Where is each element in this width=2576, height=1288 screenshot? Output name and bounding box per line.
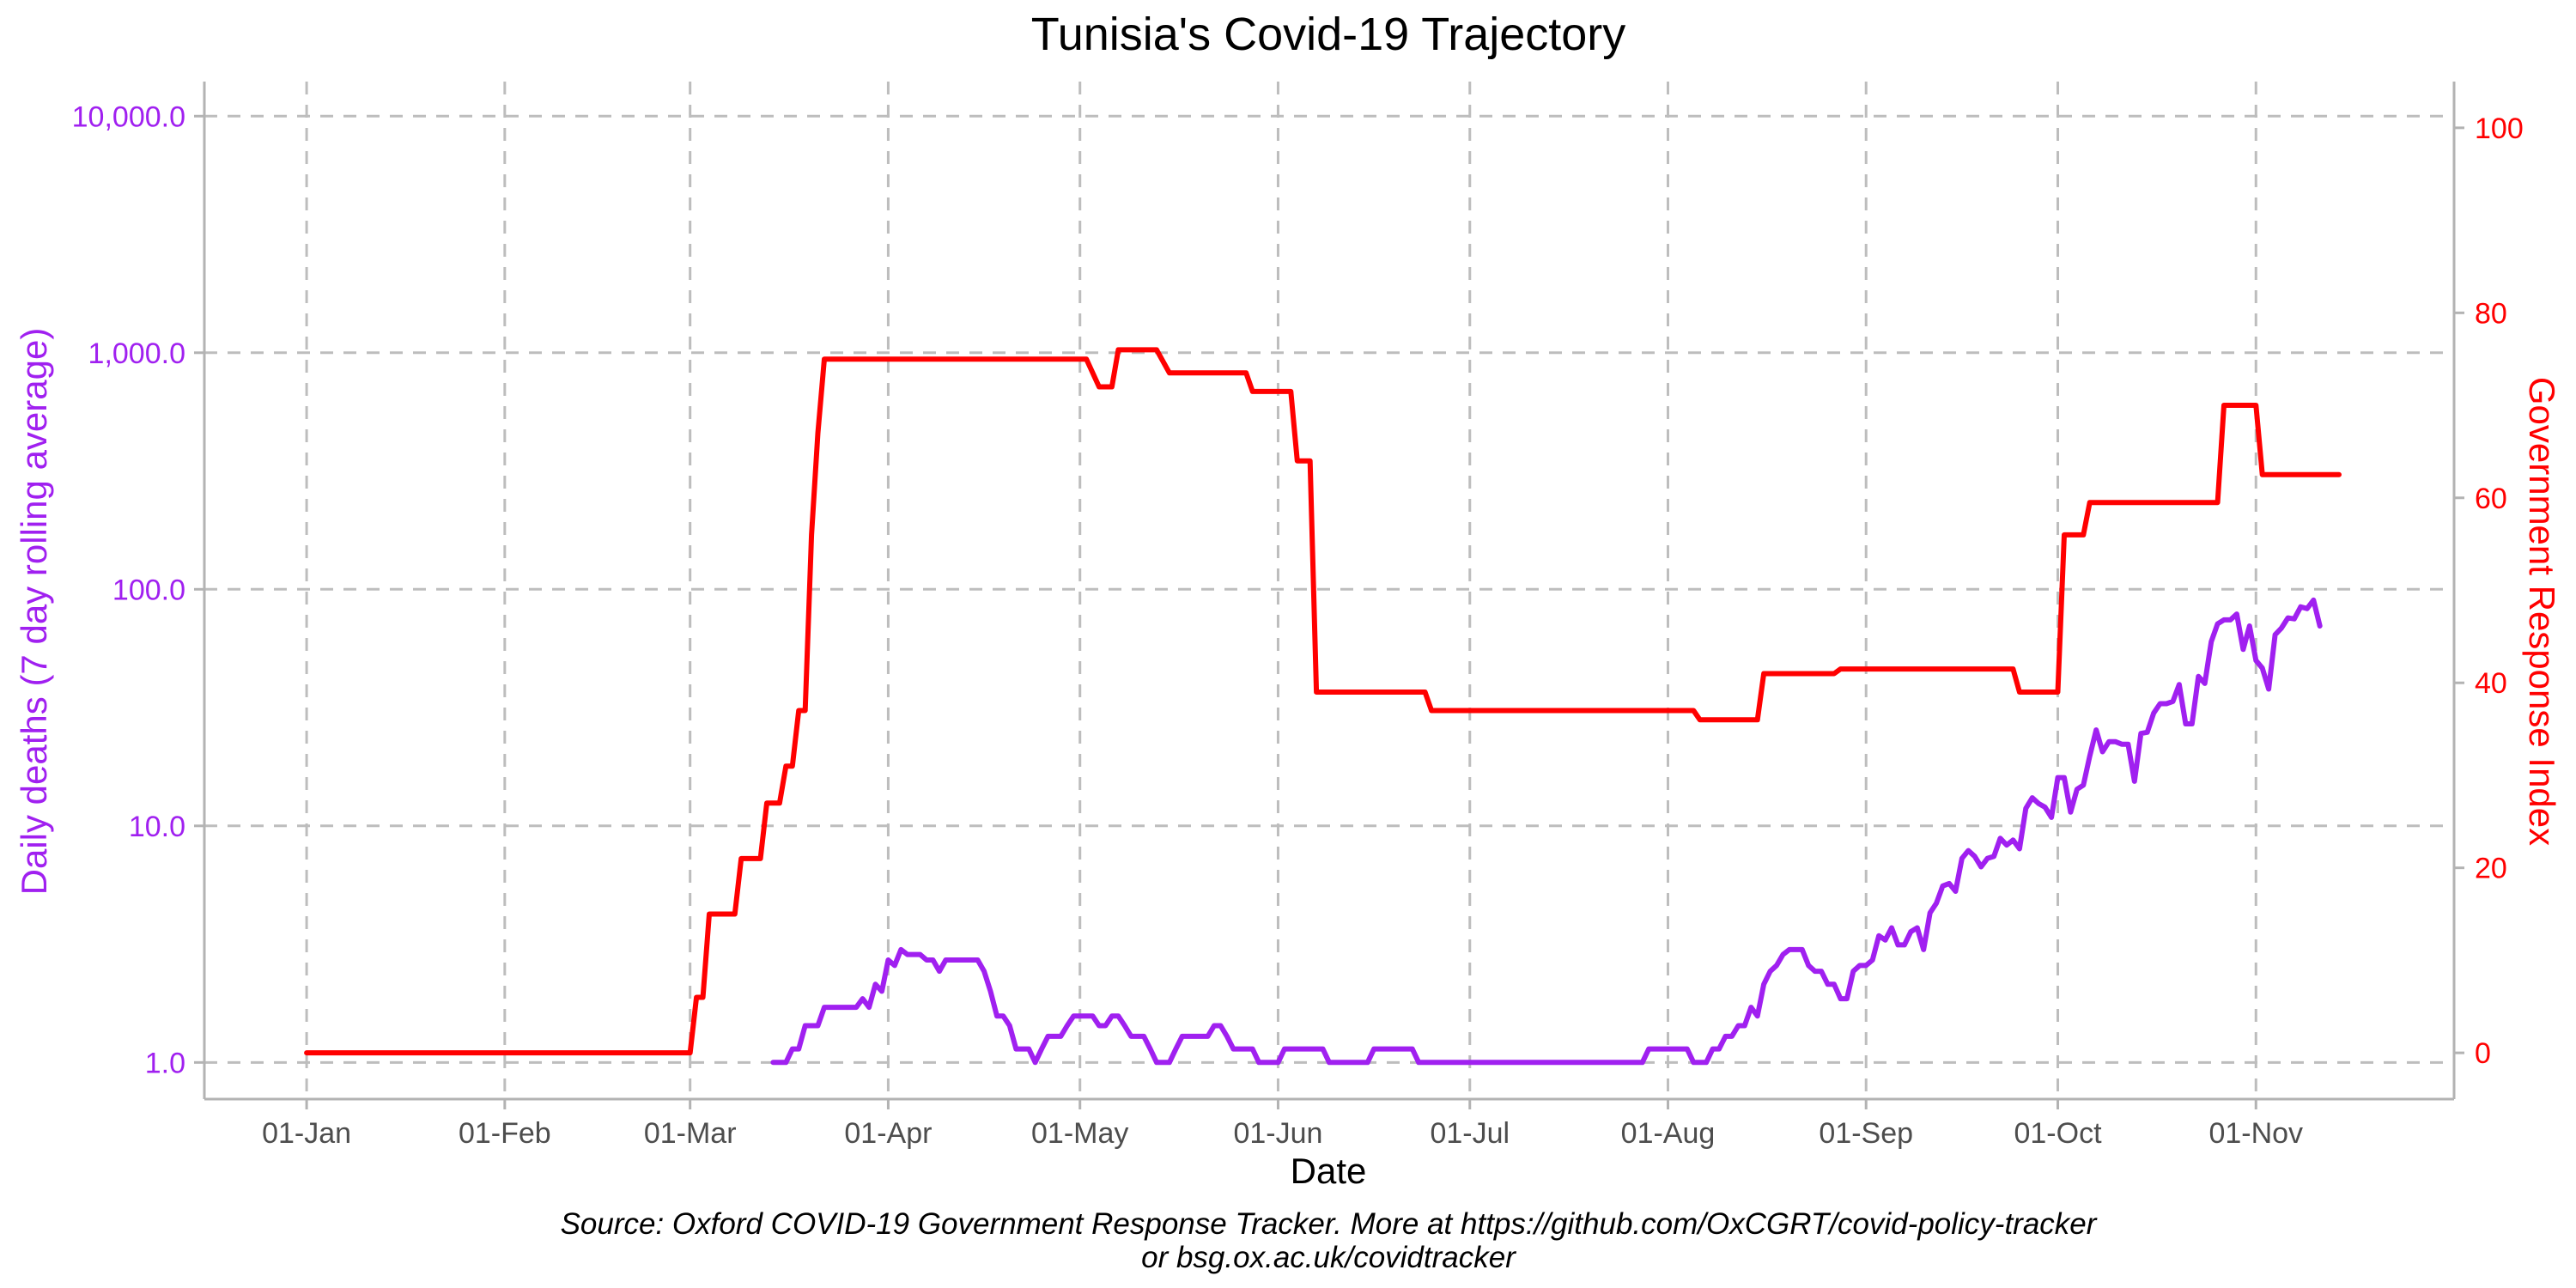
x-tick-label: 01-Oct	[2014, 1117, 2102, 1150]
right-tick-label: 60	[2475, 483, 2507, 515]
x-tick-label: 01-Jul	[1430, 1117, 1510, 1150]
x-tick-label: 01-Feb	[459, 1117, 551, 1150]
left-tick-label: 1,000.0	[88, 337, 185, 370]
right-axis-title: Government Response Index	[2522, 377, 2562, 846]
series-group	[304, 347, 2342, 1066]
x-tick-label: 01-Nov	[2208, 1117, 2303, 1150]
right-tick-label: 100	[2475, 112, 2524, 145]
x-tick-label: 01-Jan	[262, 1117, 351, 1150]
right-tick-label: 80	[2475, 297, 2507, 330]
right-tick-label: 0	[2475, 1037, 2491, 1070]
x-axis-title: Date	[1291, 1151, 1367, 1191]
source-note-line2: or bsg.ox.ac.uk/covidtracker	[1141, 1241, 1516, 1274]
left-tick-label: 1.0	[145, 1047, 185, 1079]
left-tick-label: 10,000.0	[72, 100, 185, 133]
x-tick-label: 01-Aug	[1621, 1117, 1716, 1150]
right-tick-label: 20	[2475, 853, 2507, 885]
left-tick-label: 10.0	[129, 811, 185, 843]
chart-title: Tunisia's Covid-19 Trajectory	[1031, 9, 1626, 60]
left-axis-title: Daily deaths (7 day rolling average)	[14, 328, 54, 896]
x-tick-label: 01-Jun	[1233, 1117, 1322, 1150]
series-line-government-response-index	[304, 347, 2342, 1056]
gridlines	[204, 82, 2454, 1099]
x-tick-label: 01-Apr	[844, 1117, 932, 1150]
x-tick-label: 01-Sep	[1819, 1117, 1913, 1150]
right-tick-label: 40	[2475, 667, 2507, 700]
series-line-daily-deaths	[770, 597, 2323, 1066]
axes: 1.0 10.0 100.0 1,000.0 10,000.0 0 20 40 60 80 100 0…	[72, 82, 2524, 1150]
x-tick-label: 01-Mar	[644, 1117, 737, 1150]
x-tick-label: 01-May	[1031, 1117, 1128, 1150]
left-tick-label: 100.0	[112, 574, 185, 606]
source-note-line1: Source: Oxford COVID-19 Government Respo…	[561, 1207, 2098, 1241]
